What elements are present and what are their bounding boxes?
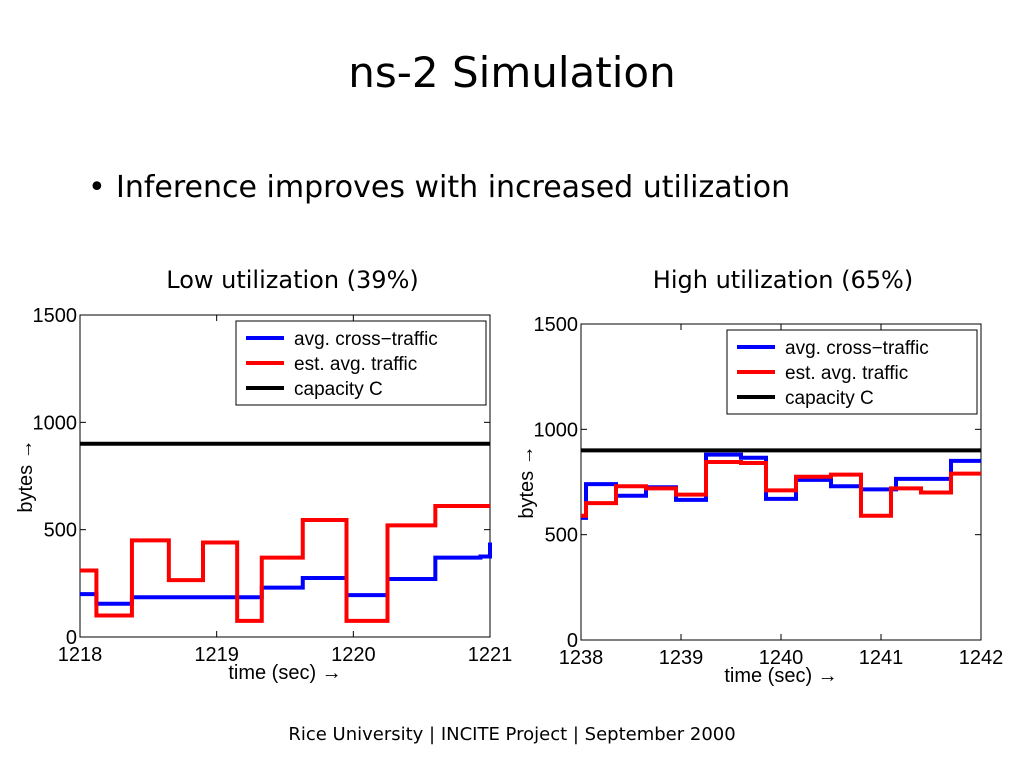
high-legend-label: est. avg. traffic	[785, 363, 908, 384]
low-series-1-line	[80, 504, 490, 623]
high-xtick-label: 1239	[659, 647, 704, 669]
high-series-1-line	[581, 459, 981, 518]
high-x-axis-label: time (sec) →	[724, 665, 837, 687]
low-y-axis-label: bytes →	[15, 439, 37, 512]
high-xtick-label: 1242	[959, 647, 1004, 669]
high-y-axis-label: bytes →	[516, 445, 538, 518]
low-legend-label: est. avg. traffic	[294, 354, 417, 375]
bullet-item: • Inference improves with increased utili…	[88, 170, 790, 205]
bullet-text: Inference improves with increased utiliz…	[116, 170, 791, 205]
high-ytick-label: 1000	[534, 419, 579, 441]
high-xtick-label: 1240	[759, 647, 804, 669]
low-xtick-label: 1218	[58, 644, 103, 666]
high-legend-label: avg. cross−traffic	[785, 338, 929, 359]
slide-title: ns-2 Simulation	[348, 48, 676, 97]
bullet-dot: •	[88, 170, 106, 205]
high-ytick-label: 500	[545, 525, 578, 547]
high-ytick-label: 0	[567, 630, 578, 652]
high-xtick-label: 1238	[559, 647, 604, 669]
low-ytick-label: 0	[66, 627, 77, 649]
chart-high-utilization: 0 500 1000 1500 1238 1239 1240 1241 1242 time (se…	[516, 314, 1004, 687]
low-xtick-label: 1221	[468, 644, 513, 666]
slide-footer: Rice University | INCITE Project | Septe…	[288, 724, 736, 745]
high-ytick-label: 1500	[534, 314, 579, 336]
low-xtick-label: 1220	[331, 644, 376, 666]
low-xtick-label: 1219	[194, 644, 239, 666]
low-ytick-label: 1500	[33, 305, 78, 327]
low-legend-label: capacity C	[294, 379, 383, 400]
low-legend-label: avg. cross−traffic	[294, 329, 438, 350]
low-ytick-label: 1000	[33, 412, 78, 434]
chart-low-utilization: 0 500 1000 1500 1218 1219 1220 1221 time (sec) →…	[15, 305, 513, 684]
chart-title-high: High utilization (65%)	[652, 266, 914, 294]
chart-title-low: Low utilization (39%)	[166, 266, 419, 294]
high-legend-label: capacity C	[785, 388, 874, 409]
low-ytick-label: 500	[44, 520, 77, 542]
low-x-axis-label: time (sec) →	[228, 662, 341, 684]
high-xtick-label: 1241	[859, 647, 904, 669]
